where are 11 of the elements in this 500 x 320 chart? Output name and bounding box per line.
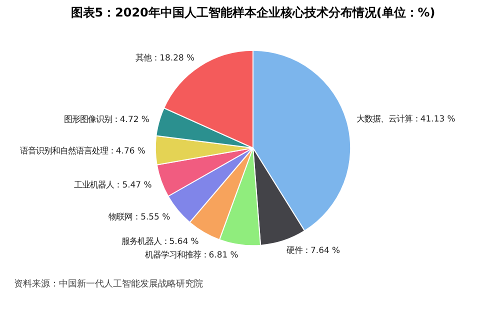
chart-title: 图表5：2020年中国人工智能样本企业核心技术分布情况(单位：%) — [70, 6, 436, 20]
slice-label: 机器学习和推荐：6.81 % — [144, 250, 238, 260]
text: 资料来源：中国新一代人工智能发展战略研究院 — [14, 278, 203, 290]
slice-label: 语音识别和自然语言处理：4.76 % — [20, 146, 146, 156]
slice-label: 大数据、云计算：41.13 % — [356, 113, 456, 124]
slice-label: 图形图像识别：4.72 % — [64, 114, 150, 124]
slice-label: 其他：18.28 % — [136, 52, 195, 63]
slice-label: 服务机器人：5.64 % — [121, 236, 199, 246]
slice-label: 硬件：7.64 % — [286, 245, 340, 256]
slice-label: 物联网：5.55 % — [108, 212, 170, 222]
slice-label: 工业机器人：5.47 % — [74, 179, 152, 190]
